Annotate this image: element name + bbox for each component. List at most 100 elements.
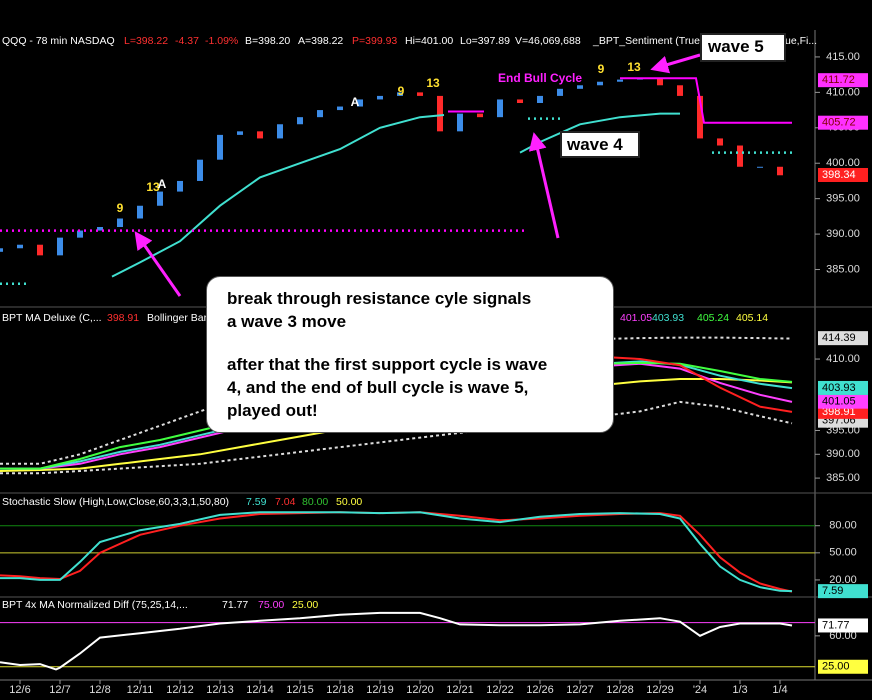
bar-annotation: A — [351, 95, 360, 109]
note-line: a wave 3 move — [227, 312, 347, 331]
y-tick-label: 385.00 — [826, 263, 860, 275]
x-tick-label: 12/26 — [526, 684, 554, 696]
x-tick-label: 1/4 — [772, 684, 787, 696]
x-tick-label: 12/22 — [486, 684, 514, 696]
legend-text: Stochastic Slow (High,Low,Close,60,3,3,1… — [2, 496, 229, 508]
legend-text: BPT 4x MA Normalized Diff (75,25,14,... — [2, 599, 188, 611]
bar-annotation: 9 — [117, 201, 124, 215]
candle — [217, 134, 223, 160]
value-box — [818, 380, 868, 395]
value-box — [818, 115, 868, 130]
legend-text: 71.77 — [222, 599, 248, 611]
candle — [457, 113, 463, 132]
legend-text: B=398.20 — [245, 35, 290, 47]
y-tick-label: 395.00 — [826, 193, 860, 205]
value-box-label: 401.05 — [822, 396, 856, 408]
y-tick-label: 50.00 — [829, 547, 857, 559]
y-tick-label: 390.00 — [826, 228, 860, 240]
candle — [757, 166, 763, 168]
x-tick-label: 12/7 — [49, 684, 70, 696]
x-tick-label: 12/28 — [606, 684, 634, 696]
note-box: break through resistance cyle signals a … — [206, 276, 614, 433]
x-tick-label: 12/13 — [206, 684, 234, 696]
legend-text: 7.04 — [275, 496, 296, 508]
legend-text: V=46,069,688 — [515, 35, 581, 47]
legend-text: QQQ - 78 min NASDAQ — [2, 35, 115, 47]
series-line — [0, 400, 793, 475]
legend-text: 398.91 — [107, 312, 139, 324]
x-tick-label: 12/12 — [166, 684, 194, 696]
y-tick-label: 415.00 — [826, 51, 860, 63]
value-box-label: 411.72 — [822, 74, 855, 86]
candle — [777, 166, 783, 176]
candle — [617, 79, 623, 82]
legend-text: Bollinger Bar — [147, 312, 208, 324]
bar-annotation: 13 — [627, 60, 641, 74]
bar-annotation: 13 — [426, 76, 440, 90]
value-box — [818, 394, 868, 409]
legend-text: Hi=401.00 — [405, 35, 453, 47]
x-tick-label: 12/29 — [646, 684, 674, 696]
candle — [697, 95, 703, 139]
series-line — [620, 77, 792, 124]
legend-text: 7.59 — [246, 496, 267, 508]
series-line — [0, 511, 793, 593]
candle — [737, 145, 743, 167]
legend-text: 401.05 — [620, 312, 652, 324]
value-box — [818, 331, 868, 346]
value-box-label: 25.00 — [822, 661, 850, 673]
note-line: 4, and the end of bull cycle is wave 5, — [227, 378, 529, 397]
y-tick-label: 390.00 — [826, 448, 860, 460]
legend-text: 405.14 — [736, 312, 768, 324]
legend-text: A=398.22 — [298, 35, 343, 47]
value-box-label: 398.91 — [822, 406, 856, 418]
x-tick-label: '24 — [693, 684, 707, 696]
legend-text: Lo=397.89 — [460, 35, 510, 47]
x-tick-label: 12/27 — [566, 684, 594, 696]
candle — [357, 99, 363, 107]
candle — [277, 124, 283, 139]
candle — [377, 95, 383, 100]
value-box — [818, 659, 868, 674]
candle — [677, 85, 683, 96]
value-box — [818, 584, 868, 599]
legend-text: 75.00 — [258, 599, 284, 611]
legend-text: 403.93 — [652, 312, 684, 324]
value-box-label: 414.39 — [822, 332, 856, 344]
legend-text: 405.24 — [697, 312, 729, 324]
candle — [257, 131, 263, 139]
candle — [337, 106, 343, 111]
series-line — [0, 511, 793, 593]
bar-annotation: End Bull Cycle — [498, 71, 582, 85]
y-tick-label: 410.00 — [826, 86, 860, 98]
legend-text: _BPT_Sentiment (True, — [592, 35, 703, 47]
candle — [437, 95, 443, 132]
candle — [177, 180, 183, 192]
value-box — [818, 618, 868, 633]
candle — [397, 92, 403, 96]
candle — [197, 159, 203, 181]
legend-text: ue,Fi... — [785, 35, 817, 47]
legend-text: -4.37 — [175, 35, 199, 47]
series-line — [0, 611, 793, 671]
candle — [157, 191, 163, 206]
x-tick-label: 12/20 — [406, 684, 434, 696]
value-box — [818, 167, 868, 182]
x-tick-label: 12/18 — [326, 684, 354, 696]
bar-annotation: 9 — [598, 62, 605, 76]
candle — [717, 138, 723, 146]
x-tick-label: 12/6 — [9, 684, 30, 696]
candle — [237, 131, 243, 135]
candle — [37, 244, 43, 256]
wave4-callout: wave 4 — [560, 131, 640, 158]
x-tick-label: 12/8 — [89, 684, 110, 696]
legend-text: 80.00 — [302, 496, 328, 508]
candle — [657, 78, 663, 86]
legend-text: P=399.93 — [352, 35, 397, 47]
note-line: break through resistance cyle signals — [227, 289, 532, 308]
x-tick-label: 12/15 — [286, 684, 314, 696]
candle — [597, 81, 603, 86]
note-line: played out! — [227, 401, 318, 420]
y-tick-label: 20.00 — [829, 574, 857, 586]
x-tick-label: 12/21 — [446, 684, 474, 696]
